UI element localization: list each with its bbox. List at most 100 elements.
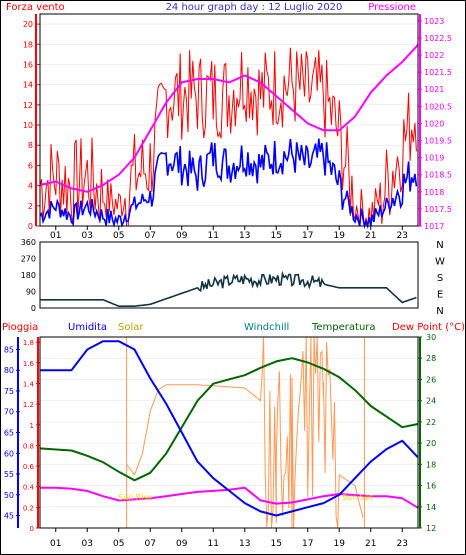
- compass-label: W: [435, 257, 445, 268]
- y-tick-label: 1023: [424, 17, 444, 26]
- y-tick-label: 16: [426, 482, 436, 491]
- humidity-line: [40, 340, 419, 517]
- y-tick-label: 10: [23, 121, 33, 130]
- legend-pioggia: Pioggia: [2, 322, 38, 333]
- y-tick-label: 1018: [424, 188, 444, 197]
- compass-label: N: [436, 240, 443, 251]
- y-tick-label: 22: [426, 418, 436, 427]
- x-tick-label: 23: [397, 539, 408, 549]
- mid-series: [40, 270, 417, 308]
- y-tick-label: 4: [28, 182, 33, 191]
- solar-line: [126, 336, 364, 529]
- x-tick-label: 09: [176, 231, 188, 241]
- y-tick-label: 1022: [424, 51, 444, 60]
- bottom-series: [39, 336, 419, 529]
- legend-windchill: Windchill: [244, 322, 289, 333]
- x-tick-label: 23: [397, 231, 408, 241]
- temperature-line: [39, 357, 419, 482]
- x-tick-label: 13: [239, 231, 250, 241]
- y-tick-label: 2: [28, 202, 33, 211]
- y-tick-label: 45: [4, 512, 14, 521]
- y-tick-label: 1021.5: [424, 68, 452, 77]
- x-tick-label: 03: [82, 539, 93, 549]
- y-tick-label: 1020: [424, 119, 444, 128]
- y-tick-label: 1020.5: [424, 102, 452, 111]
- y-tick-label: 1019.5: [424, 137, 452, 146]
- y-tick-label: 360: [21, 238, 36, 247]
- x-tick-label: 09: [176, 539, 188, 549]
- y-tick-label: 60: [4, 449, 14, 458]
- y-tick-label: 1017: [424, 222, 444, 231]
- top-left-label: Forza vento: [6, 2, 65, 13]
- y-tick-label: 1.4: [23, 380, 35, 388]
- legend-umidita: Umidita: [68, 322, 107, 333]
- y-tick-label: 0: [31, 304, 36, 313]
- x-tick-label: 11: [208, 539, 219, 549]
- x-tick-label: 07: [145, 539, 156, 549]
- y-tick-label: 12: [23, 101, 33, 110]
- y-tick-label: 6: [28, 161, 33, 170]
- y-tick-label: 1019: [424, 154, 444, 163]
- x-tick-label: 21: [365, 539, 376, 549]
- y-tick-label: 1.2: [23, 401, 34, 409]
- y-tick-label: 1.6: [23, 360, 35, 368]
- y-tick-label: 0: [28, 222, 33, 231]
- x-tick-label: 01: [50, 539, 61, 549]
- y-tick-label: 1: [30, 422, 34, 430]
- y-tick-label: 1022.5: [424, 34, 452, 43]
- x-tick-label: 07: [145, 231, 156, 241]
- x-tick-label: 21: [365, 231, 376, 241]
- y-tick-label: 1018.5: [424, 171, 452, 180]
- y-tick-label: 70: [4, 408, 14, 417]
- x-tick-label: 17: [302, 539, 313, 549]
- sunset-annotation: Sun Set: [342, 493, 373, 502]
- y-tick-label: 20: [426, 439, 436, 448]
- y-tick-label: 26: [426, 375, 436, 384]
- y-tick-label: 8: [28, 141, 33, 150]
- y-tick-label: 18: [426, 460, 436, 469]
- y-tick-label: 0.2: [23, 504, 34, 512]
- wind-direction-line: [40, 270, 417, 308]
- x-tick-label: 13: [239, 539, 250, 549]
- legend-dew-point: Dew Point (°C): [392, 322, 465, 333]
- compass-label: S: [437, 273, 443, 284]
- x-tick-label: 15: [271, 231, 282, 241]
- compass-label: E: [437, 290, 443, 301]
- y-tick-label: 28: [426, 354, 436, 363]
- y-tick-label: 0.6: [23, 463, 35, 471]
- x-tick-label: 01: [50, 231, 61, 241]
- chart-title: 24 hour graph day : 12 Luglio 2020: [166, 2, 343, 13]
- pressure-line: [39, 44, 419, 193]
- top-right-label: Pressione: [368, 2, 416, 13]
- y-tick-label: 85: [4, 345, 14, 354]
- y-tick-label: 270: [21, 255, 36, 264]
- compass-label: N: [436, 306, 443, 317]
- bottom-temperature-axis: 12 14 16 18 20 22 24 26 28 30: [418, 333, 436, 533]
- top-series: [39, 44, 419, 230]
- x-tick-label: 19: [334, 231, 346, 241]
- y-tick-label: 16: [23, 60, 33, 69]
- y-tick-label: 14: [23, 81, 33, 90]
- y-tick-label: 75: [4, 387, 14, 396]
- legend-solar: Solar: [118, 322, 144, 333]
- legend-temperatura: Temperatura: [311, 322, 376, 333]
- y-tick-label: 80: [4, 366, 14, 375]
- mid-panel-frame: [39, 241, 419, 309]
- x-tick-label: 03: [82, 231, 93, 241]
- y-tick-label: 55: [4, 470, 14, 479]
- x-tick-label: 17: [302, 231, 313, 241]
- y-tick-label: 12: [426, 524, 436, 533]
- x-tick-label: 05: [113, 539, 124, 549]
- x-tick-label: 19: [334, 539, 346, 549]
- y-tick-label: 65: [4, 429, 14, 438]
- y-tick-label: 1.8: [23, 339, 34, 347]
- y-tick-label: 90: [26, 288, 36, 297]
- y-tick-label: 0.4: [23, 484, 35, 492]
- bottom-rain-axis: 0 0.2 0.4 0.6 0.8 1 1.2 1.4 1.6 1.8: [23, 337, 40, 533]
- y-tick-label: 20: [23, 20, 33, 29]
- mid-left-axis: 0 90 180 270 360: [21, 238, 36, 313]
- top-panel-frame: [39, 13, 419, 227]
